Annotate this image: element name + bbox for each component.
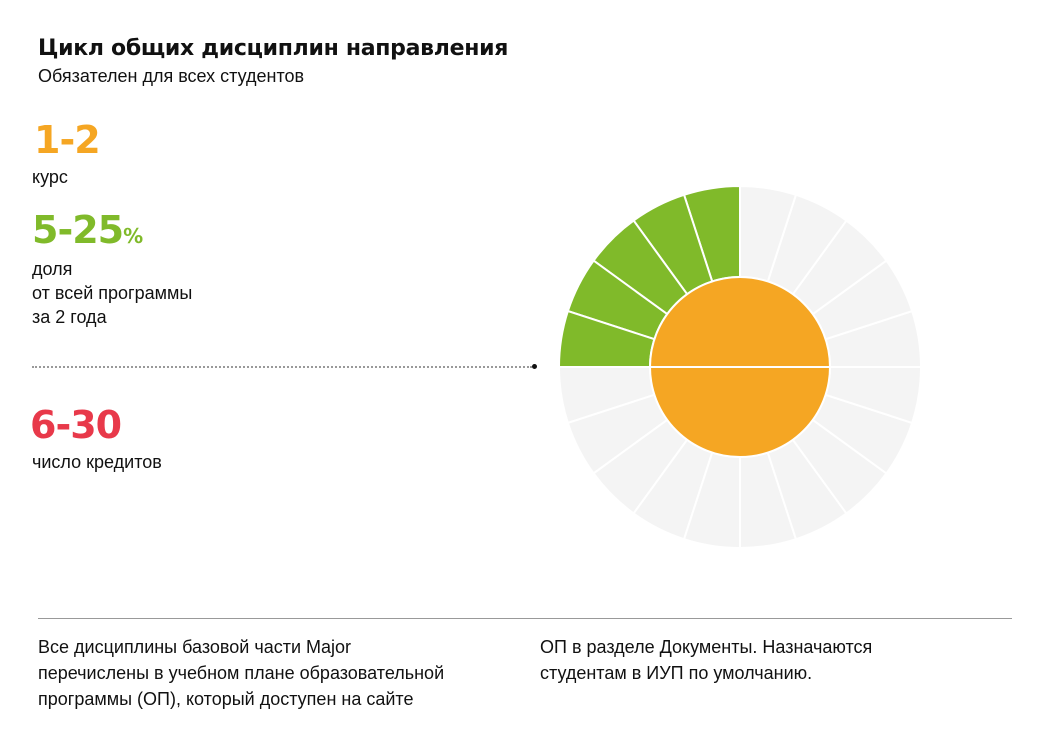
share-number: 5-25 bbox=[32, 208, 124, 252]
credits-value: 6-30 bbox=[30, 403, 122, 447]
share-label-line: от всей программы bbox=[32, 283, 193, 303]
share-label: доля от всей программы за 2 года bbox=[32, 257, 192, 329]
footer-line: ОП в разделе Документы. Назначаются bbox=[540, 637, 873, 657]
page-title: Цикл общих дисциплин направления bbox=[38, 36, 509, 61]
footer-col-2: ОП в разделе Документы. Назначаются студ… bbox=[540, 634, 872, 686]
footer-line: программы (ОП), который доступен на сайт… bbox=[38, 689, 414, 709]
course-label: курс bbox=[32, 167, 68, 187]
share-value: 5-25% bbox=[32, 208, 143, 252]
donut-chart bbox=[557, 184, 923, 550]
inner-half-bottom bbox=[648, 366, 832, 458]
inner-half-top bbox=[648, 276, 832, 368]
share-label-line: за 2 года bbox=[32, 307, 107, 327]
footer-line: Все дисциплины базовой части Major bbox=[38, 637, 352, 657]
page-subtitle: Обязателен для всех студентов bbox=[38, 66, 305, 86]
credits-label: число кредитов bbox=[32, 452, 162, 472]
footer-line: студентам в ИУП по умолчанию. bbox=[540, 663, 813, 683]
course-value: 1-2 bbox=[34, 118, 101, 162]
dotted-divider bbox=[32, 366, 532, 368]
divider-dot bbox=[532, 364, 537, 369]
footer-col-1: Все дисциплины базовой части Major переч… bbox=[38, 634, 444, 712]
footer-line: перечислены в учебном плане образователь… bbox=[38, 663, 445, 683]
share-unit: % bbox=[123, 224, 143, 248]
share-label-line: доля bbox=[32, 259, 73, 279]
footer-divider bbox=[38, 618, 1012, 619]
